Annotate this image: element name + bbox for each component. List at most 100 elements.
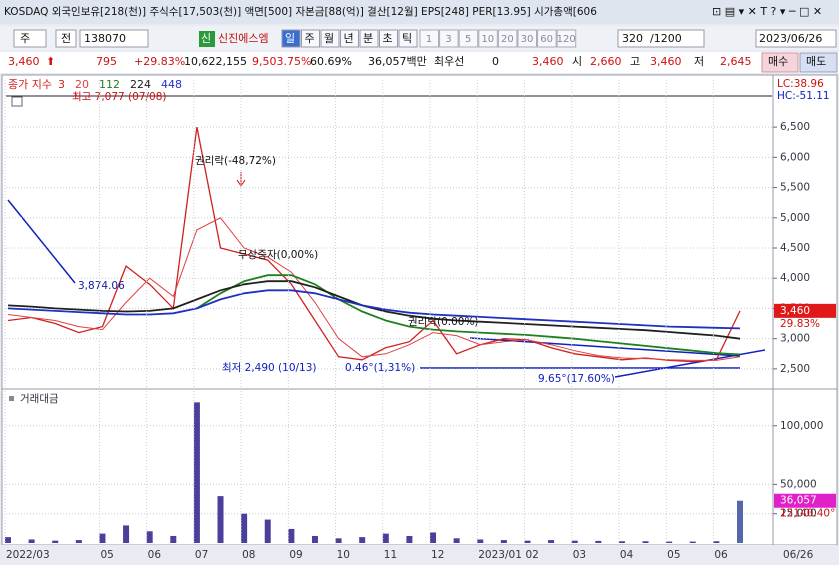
interval-button[interactable] <box>439 29 459 48</box>
sell: 매도 <box>806 55 826 68</box>
high: 3,460 <box>650 55 682 68</box>
low-label: 저 <box>694 55 704 68</box>
market: 주 <box>20 32 30 45</box>
open: 2,660 <box>590 55 622 68</box>
interval-button[interactable] <box>478 29 498 48</box>
date-input[interactable] <box>755 29 837 48</box>
count-max: /1200 <box>650 32 682 45</box>
x-axis-strip <box>0 545 839 565</box>
bar <box>241 513 248 543</box>
interval-button[interactable] <box>537 29 557 48</box>
period-button[interactable] <box>320 29 340 48</box>
interval: 20 <box>501 34 514 45</box>
annotation: 권리락(-48,72%) <box>195 155 276 167</box>
y-tick-label: 2,500 <box>780 363 810 375</box>
info-bar <box>0 0 839 24</box>
x-tick-label: 10 <box>337 549 350 561</box>
period-button[interactable] <box>281 29 301 48</box>
y-tick-label: 5,500 <box>780 182 810 194</box>
annotation: 권리락(0.00%) <box>408 316 479 328</box>
legend-entry[interactable]: 3 <box>58 78 65 91</box>
low: 2,645 <box>720 55 752 68</box>
x-tick-label: 11 <box>384 549 397 561</box>
buy-button[interactable] <box>761 52 799 73</box>
annotation: 최고 7,077 (07/08) <box>72 91 167 103</box>
bar <box>75 540 82 543</box>
period-button[interactable] <box>301 29 320 48</box>
badge: 신 <box>201 32 211 45</box>
annotation: 3,874.06 <box>78 280 125 292</box>
date: 2023/06/26 <box>759 32 822 45</box>
volume-pct: 9,503.75% <box>252 55 311 68</box>
svg-text:⊡ ▤ ▾ ✕ T ? ▾ ─ □ ✕: ⊡ ▤ ▾ ✕ T ? ▾ ─ □ ✕ <box>712 5 822 18</box>
legend-entry[interactable]: 224 <box>130 78 151 91</box>
y-tick-label: 4,000 <box>780 272 810 284</box>
code-input[interactable] <box>79 29 149 48</box>
period: 주 <box>305 32 315 45</box>
period: 일 <box>285 31 295 45</box>
stock-name: 신진에스엠 <box>218 32 269 45</box>
period: 월 <box>324 32 334 45</box>
change-label: 29.83% <box>780 318 820 330</box>
x-tick-label: 06 <box>148 549 162 561</box>
x-tick-label: 05 <box>667 549 680 561</box>
table-icon[interactable] <box>11 96 23 107</box>
bar <box>500 540 507 543</box>
legend-entry[interactable]: 448 <box>161 78 182 91</box>
period-button[interactable] <box>340 29 359 48</box>
badge-box <box>199 31 215 47</box>
bar <box>618 541 625 543</box>
panel-icon <box>9 396 14 401</box>
legend-entry[interactable]: 20 <box>75 78 89 91</box>
buy: 매수 <box>768 55 788 68</box>
bar <box>430 532 437 543</box>
x-tick-label: 12 <box>431 549 444 561</box>
x-tick-label: 08 <box>242 549 255 561</box>
hc-label: HC:-51.11 <box>777 90 830 102</box>
series-line <box>7 217 741 361</box>
period: 분 <box>363 32 373 45</box>
interval-button[interactable] <box>497 29 518 48</box>
series-line <box>196 274 741 356</box>
high-label: 고 <box>630 55 640 68</box>
interval-button[interactable] <box>556 29 577 48</box>
bar <box>311 535 318 543</box>
count-input[interactable] <box>617 29 705 48</box>
period: 초 <box>383 32 393 45</box>
market-select[interactable] <box>13 29 47 48</box>
best-qty: 0 <box>492 55 499 68</box>
interval: 60 <box>540 34 553 45</box>
x-tick-label: 2022/03 <box>6 549 50 561</box>
bar <box>548 540 555 543</box>
period-button[interactable] <box>379 29 398 48</box>
series-line <box>7 280 741 340</box>
plot-bg <box>1 74 838 546</box>
count: 320 <box>622 32 643 45</box>
bar <box>123 525 130 543</box>
bar <box>193 402 200 543</box>
sell-button[interactable] <box>799 52 838 73</box>
interval: 3 <box>445 34 451 45</box>
window-icons[interactable]: ⊡ ▤ ▾ ✕ T ? ▾ ─ □ ✕ <box>706 4 836 20</box>
y-tick-label: 5,000 <box>780 212 810 224</box>
period-button[interactable] <box>398 29 418 48</box>
bar <box>595 540 602 543</box>
interval: 5 <box>465 34 471 45</box>
panel-title: 거래대금 <box>20 393 59 405</box>
prev-button[interactable] <box>55 29 77 48</box>
interval-button[interactable] <box>419 29 439 48</box>
period-button[interactable] <box>359 29 379 48</box>
bar <box>288 528 295 543</box>
annotation: 9.65°(17.60%) <box>538 373 615 385</box>
interval-button[interactable] <box>458 29 479 48</box>
info-text: KOSDAQ 외국인보유[218(천)] 주식수[17,503(천)] 액면[5… <box>4 6 597 18</box>
legend-entry[interactable]: 112 <box>99 78 120 91</box>
open-label: 시 <box>572 55 582 68</box>
x-tick-label: 04 <box>620 549 634 561</box>
change: 795 <box>96 55 117 68</box>
bar <box>524 540 531 543</box>
bar <box>406 535 413 543</box>
interval-button[interactable] <box>517 29 537 48</box>
bar <box>28 539 35 543</box>
